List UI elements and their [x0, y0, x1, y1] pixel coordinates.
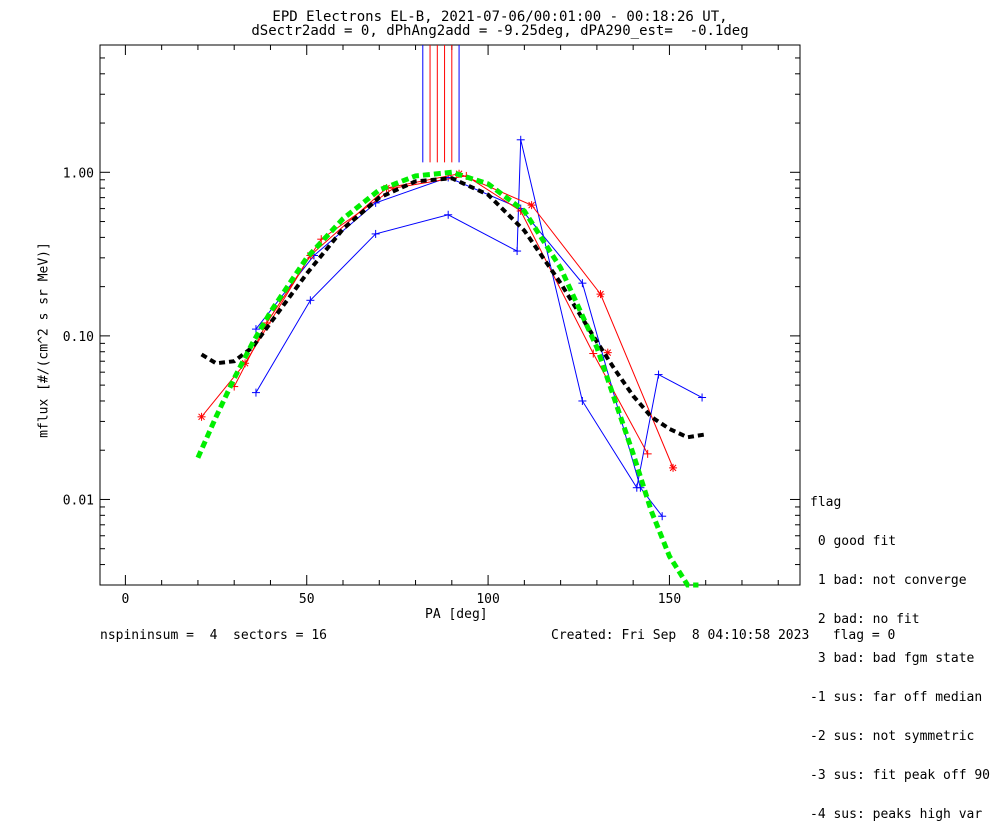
x-tick-label: 150 [658, 592, 681, 607]
data-point [698, 393, 707, 402]
data-point [636, 483, 645, 492]
chart-title: EPD Electrons EL-B, 2021-07-06/00:01:00 … [272, 9, 728, 25]
flag-legend-entry: 1 bad: not converge [810, 573, 967, 588]
flag-legend-entry: -4 sus: peaks high var [810, 807, 983, 822]
plot-frame [99, 44, 801, 586]
flag-legend-entry: 3 bad: bad fgm state [810, 651, 975, 666]
chart-subtitle: dSectr2add = 0, dPhAng2add = -9.25deg, d… [251, 23, 749, 39]
data-point [578, 396, 587, 405]
footer-nspininsum: nspininsum = 4 sectors = 16 [100, 628, 327, 643]
data-point [658, 512, 667, 521]
flag-legend-entry: 0 good fit [810, 534, 897, 549]
flag-legend-title: flag [810, 495, 842, 510]
data-point [251, 325, 260, 334]
flag-legend-entry: -3 sus: fit peak off 90 [810, 768, 991, 783]
x-tick-label: 0 [121, 592, 129, 607]
footer-created: Created: Fri Sep 8 04:10:58 2023 flag = … [551, 628, 896, 643]
data-point [578, 279, 587, 288]
data-point [596, 290, 605, 299]
series-line [255, 139, 703, 490]
plot-data [195, 45, 707, 588]
pitch-angle-plot: 0 50 100 150 0.01 0.10 1.00 [63, 44, 801, 607]
data-point [251, 388, 260, 397]
data-point [589, 349, 598, 358]
data-point [444, 210, 453, 219]
data-point [513, 247, 522, 256]
x-axis-label: PA [deg] [425, 607, 488, 622]
data-point [516, 135, 525, 144]
flag-legend-entry: -2 sus: not symmetric [810, 729, 975, 744]
data-point [306, 296, 315, 305]
fit-curve [195, 169, 699, 588]
data-point [371, 229, 380, 238]
flag-legend-entry: -1 sus: far off median [810, 690, 983, 705]
data-point [669, 463, 678, 472]
fit-curve [200, 176, 707, 440]
plot-axes: 0 50 100 150 0.01 0.10 1.00 [63, 44, 801, 607]
y-tick-label: 0.01 [63, 493, 94, 508]
y-tick-label: 0.10 [63, 330, 94, 345]
flag-legend-entry: 2 bad: no fit [810, 612, 920, 627]
data-point [197, 412, 206, 421]
data-point [643, 449, 652, 458]
flag-legend: flag 0 good fit 1 bad: not converge 2 ba… [810, 470, 990, 834]
series-line [233, 175, 649, 455]
data-point [654, 370, 663, 379]
y-tick-label: 1.00 [63, 166, 94, 181]
y-axis-label: mflux [#/(cm^2 s sr MeV)] [36, 242, 52, 438]
x-tick-label: 100 [476, 592, 499, 607]
data-point [527, 201, 536, 210]
x-tick-label: 50 [299, 592, 315, 607]
